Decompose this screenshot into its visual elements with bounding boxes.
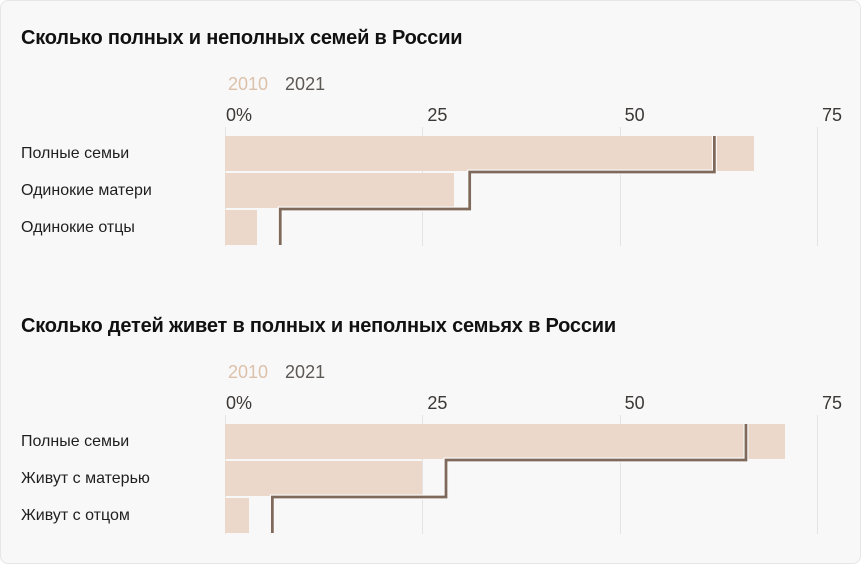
axis-tick-label: 0% (226, 105, 253, 125)
axis-tick-label: 50 (624, 105, 645, 125)
legend-item-2010: 2010 (228, 74, 269, 94)
bar-2010 (225, 173, 454, 208)
axis-tick-label: 25 (427, 393, 448, 413)
category-label: Одинокие отцы (21, 218, 135, 236)
gridline (816, 127, 818, 246)
category-label: Живут с матерью (21, 469, 150, 487)
legend: 2010 2021 (228, 74, 325, 94)
bar-2010 (225, 461, 423, 496)
category-label: Полные семьи (21, 144, 130, 162)
legend-item-2021: 2021 (285, 74, 326, 94)
bar-2010 (225, 210, 257, 245)
category-label: Живут с отцом (21, 506, 130, 524)
category-label: Полные семьи (21, 432, 130, 450)
axis-tick-label: 0% (226, 393, 253, 413)
axis-tick-label: 75 (821, 393, 843, 413)
chart-children: Сколько детей живет в полных и неполных … (1, 289, 860, 563)
axis-tick-label: 50 (624, 393, 645, 413)
bar-2010 (225, 498, 249, 533)
plot-area: 0% 25 50 75 Полные семьи Живут с матерью Живут… (1, 289, 860, 563)
gridline (816, 415, 818, 534)
bar-2010 (225, 136, 754, 171)
chart-title: Сколько детей живет в полных и неполных … (21, 315, 616, 337)
legend-item-2021: 2021 (285, 362, 326, 382)
chart-title: Сколько полных и неполных семей в России (21, 27, 463, 49)
bar-2010 (225, 424, 786, 459)
axis-tick-label: 25 (427, 105, 448, 125)
legend: 2010 2021 (228, 362, 325, 382)
plot-area: 0% 25 50 75 Полные семьи Одинокие матери Одино… (1, 1, 860, 289)
chart-families: Сколько полных и неполных семей в России… (1, 1, 860, 289)
category-label: Одинокие матери (21, 181, 152, 199)
axis-tick-label: 75 (821, 105, 843, 125)
legend-item-2010: 2010 (228, 362, 269, 382)
